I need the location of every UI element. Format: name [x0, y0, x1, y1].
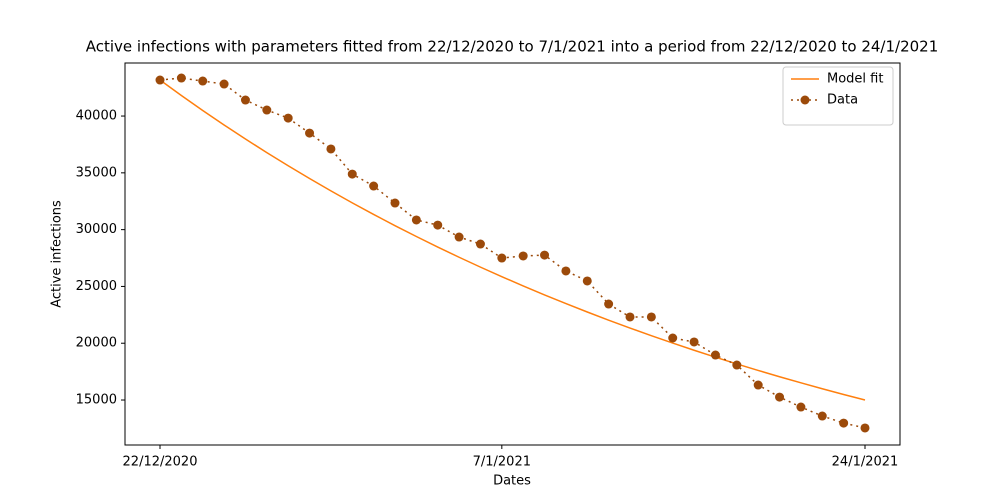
data-point	[625, 312, 635, 322]
data-point	[219, 79, 229, 89]
data-point	[411, 215, 421, 225]
data-point	[775, 392, 785, 402]
data-point	[796, 402, 806, 412]
chart-title: Active infections with parameters fitted…	[86, 38, 939, 56]
data-point	[475, 239, 485, 249]
x-tick-label: 22/12/2020	[123, 455, 198, 470]
series-line	[159, 79, 866, 401]
y-tick-label: 20000	[76, 336, 117, 351]
data-point	[839, 418, 849, 428]
data-point	[561, 266, 571, 276]
data-point	[326, 144, 336, 154]
x-tick-label: 7/1/2021	[473, 455, 531, 470]
data-point	[283, 113, 293, 123]
y-tick-label: 15000	[76, 393, 117, 408]
data-point	[582, 276, 592, 286]
data-point	[732, 360, 742, 370]
data-point	[668, 333, 678, 343]
data-point	[369, 181, 379, 191]
data-point	[433, 220, 443, 230]
y-tick-label: 25000	[76, 279, 117, 294]
y-axis-label: Active infections	[50, 200, 65, 308]
data-point	[454, 232, 464, 242]
data-point	[689, 337, 699, 347]
data-point	[518, 251, 528, 261]
x-tick-label: 24/1/2021	[832, 455, 899, 470]
data-point	[753, 380, 763, 390]
data-point	[347, 169, 357, 179]
plot-frame	[124, 62, 901, 446]
y-tick-label: 35000	[76, 165, 117, 180]
series-line	[159, 77, 866, 429]
data-point	[604, 299, 614, 309]
legend-marker	[800, 95, 810, 105]
data-point	[817, 411, 827, 421]
data-point	[646, 312, 656, 322]
legend-box	[782, 66, 894, 126]
x-axis-label: Dates	[493, 474, 531, 489]
data-point	[860, 423, 870, 433]
data-point	[710, 350, 720, 360]
data-point	[262, 105, 272, 115]
data-point	[540, 250, 550, 260]
legend-label: Model fit	[827, 72, 883, 87]
data-point	[240, 95, 250, 105]
data-point	[176, 73, 186, 83]
data-point	[155, 75, 165, 85]
legend-label: Data	[827, 93, 858, 108]
y-tick-label: 30000	[76, 222, 117, 237]
data-point	[497, 253, 507, 263]
data-point	[390, 198, 400, 208]
data-point	[305, 128, 315, 138]
y-tick-label: 40000	[76, 109, 117, 124]
data-point	[198, 76, 208, 86]
